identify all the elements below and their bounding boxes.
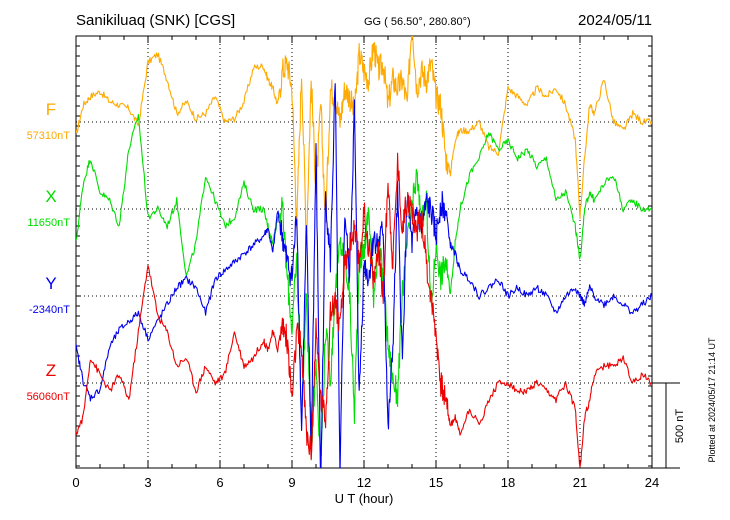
series-name-f: F	[46, 100, 56, 119]
x-tick-label: 3	[144, 475, 151, 490]
series-baseline-f: 57310nT	[27, 130, 71, 142]
axis-ticks: 0 3 6 9 12 15 18 21 24	[72, 36, 659, 490]
series-baseline-z: 56060nT	[27, 391, 71, 403]
series-name-x: X	[45, 187, 56, 206]
plotted-timestamp: Plotted at 2024/05/17 21:14 UT	[707, 337, 717, 463]
x-tick-label: 15	[429, 475, 443, 490]
x-tick-label: 24	[645, 475, 659, 490]
series-line-z	[76, 152, 652, 468]
station-title: Sanikiluaq (SNK) [CGS]	[76, 12, 235, 29]
coordinates-label: GG ( 56.50°, 280.80°)	[364, 16, 471, 28]
x-tick-label: 0	[72, 475, 79, 490]
x-tick-label: 12	[357, 475, 371, 490]
scale-label: 500 nT	[674, 409, 686, 444]
series-labels: F 57310nT X 11650nT Y -2340nT Z 56060nT	[27, 100, 71, 403]
series-baseline-x: 11650nT	[27, 217, 70, 229]
series-line-x	[76, 113, 652, 468]
x-axis-label: U T (hour)	[335, 491, 394, 506]
series-name-y: Y	[45, 274, 56, 293]
x-tick-label: 18	[501, 475, 515, 490]
date-label: 2024/05/11	[578, 12, 652, 29]
series-layer	[76, 36, 652, 468]
x-tick-label: 21	[573, 475, 587, 490]
series-line-y	[76, 83, 652, 468]
series-line-f	[76, 36, 652, 244]
series-baseline-y: -2340nT	[29, 304, 70, 316]
x-tick-label: 9	[288, 475, 295, 490]
x-tick-label: 6	[216, 475, 223, 490]
series-name-z: Z	[46, 361, 56, 380]
